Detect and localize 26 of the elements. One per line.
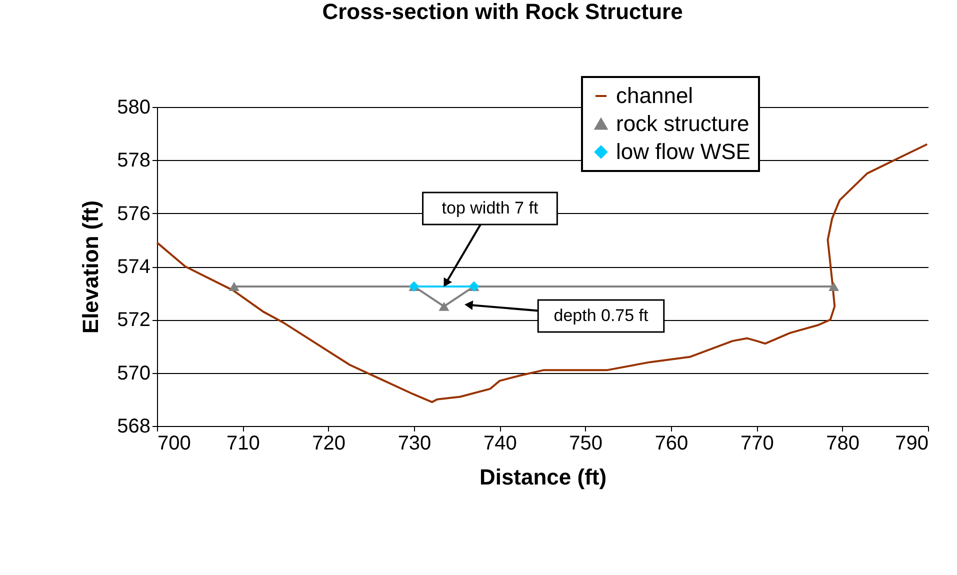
x-tick-label: 760: [654, 432, 688, 454]
annotation: depth 0.75 ft: [554, 306, 649, 325]
x-tick-label: 740: [483, 432, 517, 454]
y-tick-label: 578: [117, 150, 150, 172]
legend-label: low flow WSE: [616, 139, 750, 164]
y-tick-label: 576: [117, 202, 150, 225]
y-tick-label: 572: [117, 309, 150, 332]
x-tick-label: 770: [740, 432, 774, 454]
legend-label: rock structure: [616, 111, 750, 136]
x-tick-label: 790: [895, 432, 928, 454]
x-axis-title: Distance (ft): [479, 464, 607, 490]
x-tick-label: 720: [312, 432, 346, 454]
chart-title: Cross-section with Rock Structure: [322, 0, 683, 24]
x-tick-label: 710: [226, 432, 260, 454]
y-tick-label: 570: [117, 362, 150, 384]
x-tick-label: 700: [158, 432, 191, 454]
x-tick-label: 780: [826, 432, 860, 454]
annotation: top width 7 ft: [442, 198, 538, 218]
y-axis-title: Elevation (ft): [78, 200, 104, 334]
y-tick-label: 580: [117, 96, 150, 118]
x-tick-label: 750: [569, 432, 603, 454]
y-tick-label: 574: [117, 256, 150, 278]
y-tick-label: 568: [117, 416, 150, 438]
line-series: [156, 143, 928, 404]
x-tick-label: 730: [398, 432, 432, 454]
legend-label: channel: [616, 83, 694, 108]
